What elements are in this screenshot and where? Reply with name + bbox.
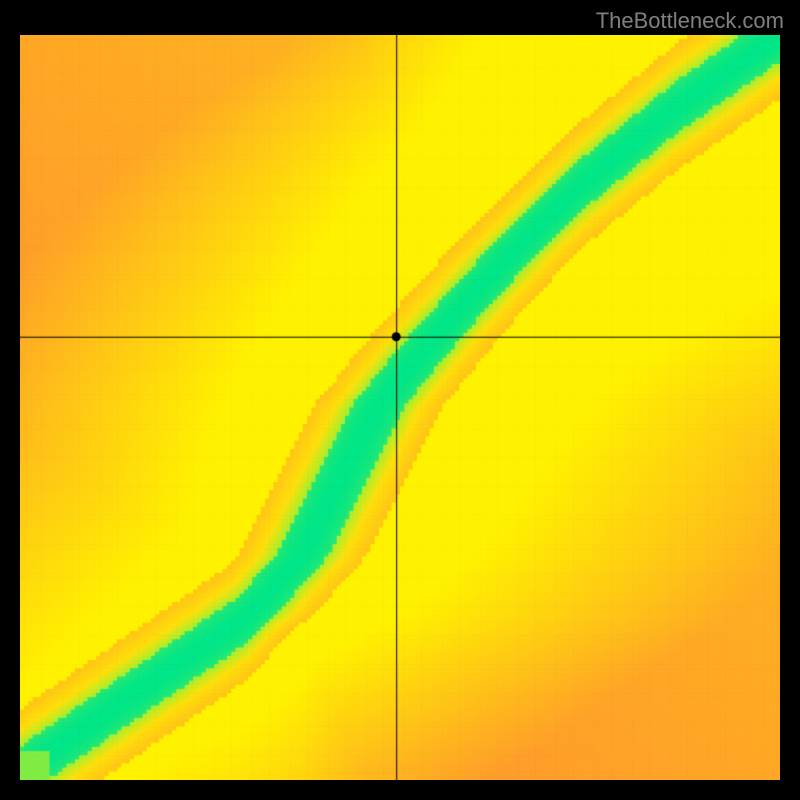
- heatmap-canvas: [20, 35, 780, 780]
- watermark-text: TheBottleneck.com: [596, 8, 784, 34]
- heatmap-container: [20, 35, 780, 780]
